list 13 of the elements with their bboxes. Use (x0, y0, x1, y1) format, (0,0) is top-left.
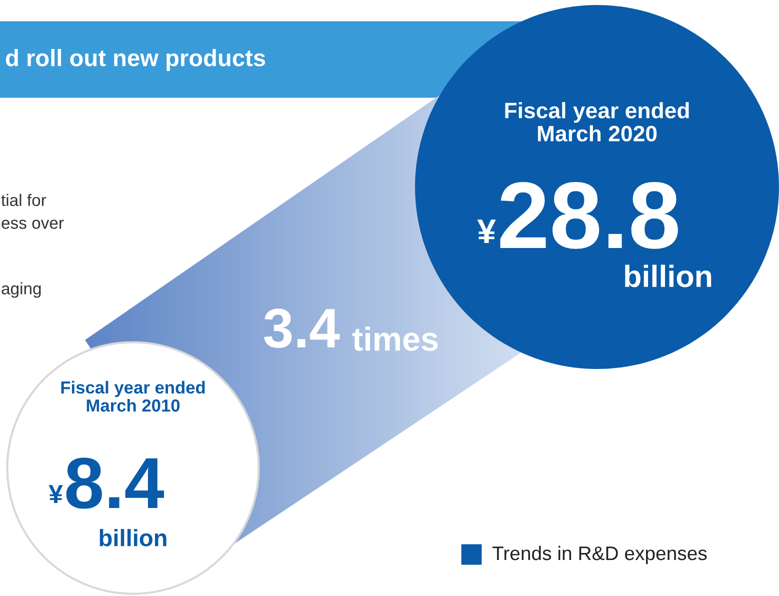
text: Trends in R&D expenses (492, 546, 707, 564)
data-label: 28.8 (500, 182, 678, 249)
text: ¥ (477, 220, 496, 243)
text: 3.4 times (264, 308, 438, 351)
category-label: Fiscal year ended March 2010 (61, 380, 205, 412)
text: billion (100, 528, 166, 546)
text: tial for ess over (1, 194, 64, 229)
text: billion (625, 264, 712, 288)
text: d roll out new products (6, 48, 266, 72)
category-label: Fiscal year ended March 2020 (505, 102, 689, 142)
text: ¥ (48, 485, 63, 503)
text: aging (2, 282, 41, 298)
data-label: 8.4 (66, 458, 164, 509)
